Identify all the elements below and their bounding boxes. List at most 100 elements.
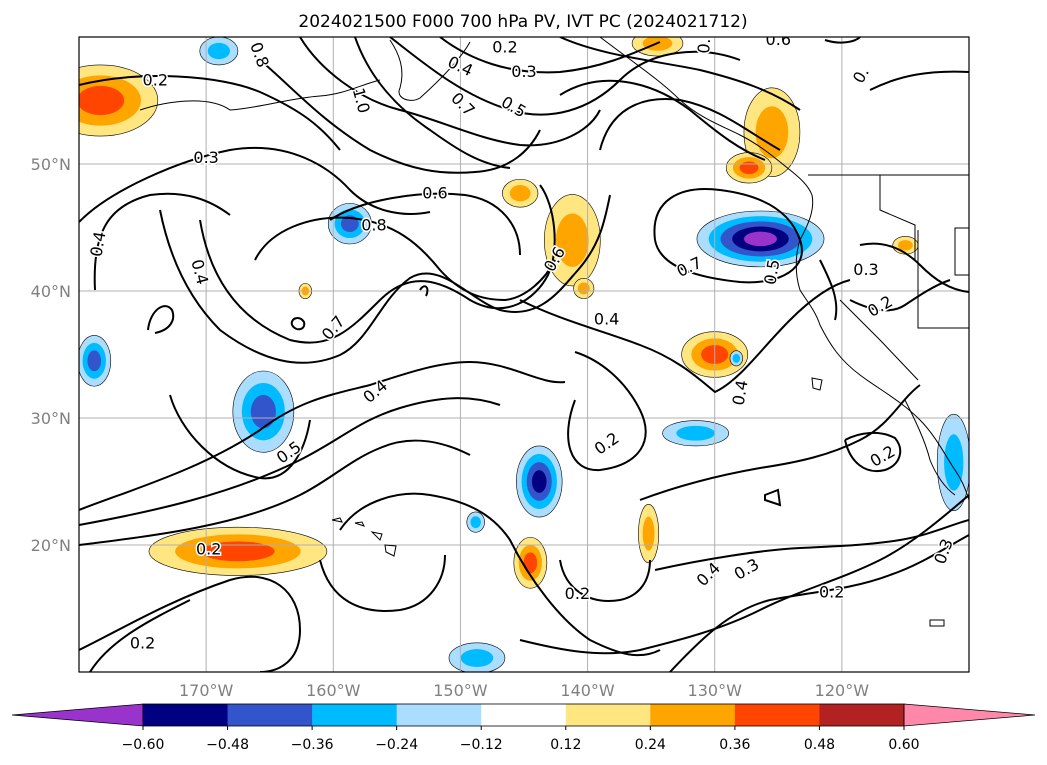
contour-label: 0.2 xyxy=(143,71,168,90)
colorbar-tick-label: −0.12 xyxy=(460,737,503,753)
colorbar-swatch xyxy=(481,704,567,726)
contour-line xyxy=(79,575,302,672)
anomaly-blob xyxy=(148,526,328,576)
colorbar: −0.60 −0.48 −0.36 −0.24 −0.12 0.12 0.24 0.36 0.4… xyxy=(11,703,1036,753)
contour-line xyxy=(849,279,951,312)
contour-line xyxy=(79,397,501,526)
colorbar-tick-label: −0.24 xyxy=(375,737,418,753)
contour-line xyxy=(254,216,556,302)
anomaly-band xyxy=(340,215,359,233)
contour-label: 0.4 xyxy=(594,309,619,328)
anomaly-band xyxy=(207,42,230,60)
contour-line xyxy=(159,194,611,364)
contour-line xyxy=(567,351,647,472)
contour-line xyxy=(559,559,651,602)
colorbar-tick-label: 0.12 xyxy=(550,737,581,753)
anomaly-blob xyxy=(79,64,159,137)
contour-line xyxy=(93,192,231,291)
colorbar-swatch xyxy=(565,704,651,726)
contour-label: 0.5 xyxy=(760,258,783,286)
colorbar-tick-label: −0.36 xyxy=(291,737,334,753)
chart-title: 2024021500 F000 700 hPa PV, IVT PC (2024… xyxy=(298,12,747,32)
colorbar-tick-label: 0.36 xyxy=(719,737,750,753)
coastline xyxy=(811,377,823,391)
coastline xyxy=(879,175,916,260)
anomaly-band xyxy=(555,213,589,267)
contour-line xyxy=(419,285,429,297)
contour-line xyxy=(319,554,446,612)
anomaly-band xyxy=(642,516,655,551)
contour-line xyxy=(259,59,541,174)
contour-label-layer: 0.20.30.40.40.81.00.40.7 0.50.20.30.60.80… xyxy=(85,27,958,654)
anomaly-band xyxy=(739,161,759,175)
contour-line xyxy=(639,384,921,501)
contour-line xyxy=(559,79,766,161)
contour-line xyxy=(819,259,838,321)
contour-line xyxy=(79,75,341,151)
contour-label: 0.2 xyxy=(492,38,517,57)
contour-line xyxy=(147,305,175,334)
anomaly-blob xyxy=(662,420,730,447)
coastline xyxy=(839,299,919,381)
anomaly-band xyxy=(460,649,494,667)
y-tick-label: 20°N xyxy=(31,536,71,555)
coastline xyxy=(954,227,969,276)
anomaly-band xyxy=(898,240,913,251)
contour-line xyxy=(79,360,566,511)
anomaly-band xyxy=(531,470,547,493)
anomaly-blob xyxy=(199,37,239,66)
coastline xyxy=(389,39,471,101)
contour-line xyxy=(519,494,969,655)
contour-label: 0.3 xyxy=(853,260,878,279)
x-tick-label: 150°W xyxy=(433,681,488,700)
anomaly-band xyxy=(744,231,777,247)
contour-label: 0.6 xyxy=(694,27,715,54)
anomaly-band xyxy=(250,394,276,429)
contour-label: 0.3 xyxy=(193,148,218,167)
contour-label: 0.2 xyxy=(565,584,590,603)
pv-contour-layer xyxy=(79,37,969,672)
anomaly-blob xyxy=(638,504,660,564)
contour-line xyxy=(844,432,902,473)
contour-line xyxy=(329,192,521,256)
contour-label: 0.2 xyxy=(196,539,221,558)
x-tick-label: 170°W xyxy=(179,681,234,700)
anomaly-blob xyxy=(502,178,539,208)
contour-line xyxy=(79,146,431,223)
contour-line xyxy=(859,242,969,293)
map-frame xyxy=(78,36,970,673)
anomaly-blob xyxy=(573,277,595,299)
coastline xyxy=(904,399,956,496)
anomaly-blob xyxy=(466,511,485,533)
colorbar-extend-min xyxy=(11,703,144,727)
x-tick-label: 160°W xyxy=(306,681,361,700)
colorbar-swatch xyxy=(312,704,398,726)
colorbar-tick-label: −0.60 xyxy=(122,737,165,753)
contour-line xyxy=(290,317,306,331)
contour-line xyxy=(169,394,311,480)
graticule xyxy=(79,37,969,672)
anomaly-blob xyxy=(696,210,825,268)
anomaly-blob xyxy=(729,350,743,367)
contour-line xyxy=(354,37,511,169)
contour-line xyxy=(339,492,661,657)
colorbar-swatch xyxy=(650,704,736,726)
y-tick-label: 30°N xyxy=(31,409,71,428)
anomaly-fill-layer xyxy=(79,37,969,672)
coastline-layer xyxy=(139,37,969,627)
contour-label: 0.8 xyxy=(361,215,386,234)
y-tick-label: 40°N xyxy=(31,282,71,301)
contour-line xyxy=(654,519,969,571)
colorbar-swatch xyxy=(734,704,820,726)
anomaly-blob xyxy=(232,370,295,453)
colorbar-tick-label: 0.60 xyxy=(888,737,919,753)
contour-line xyxy=(559,37,801,111)
colorbar-tick-label: 0.24 xyxy=(635,737,666,753)
anomaly-blob xyxy=(513,537,548,589)
anomaly-band xyxy=(523,552,538,574)
x-tick-label: 120°W xyxy=(815,681,870,700)
y-tick-label: 50°N xyxy=(31,155,71,174)
contour-label: 0.4 xyxy=(87,230,110,258)
anomaly-band xyxy=(944,434,964,491)
